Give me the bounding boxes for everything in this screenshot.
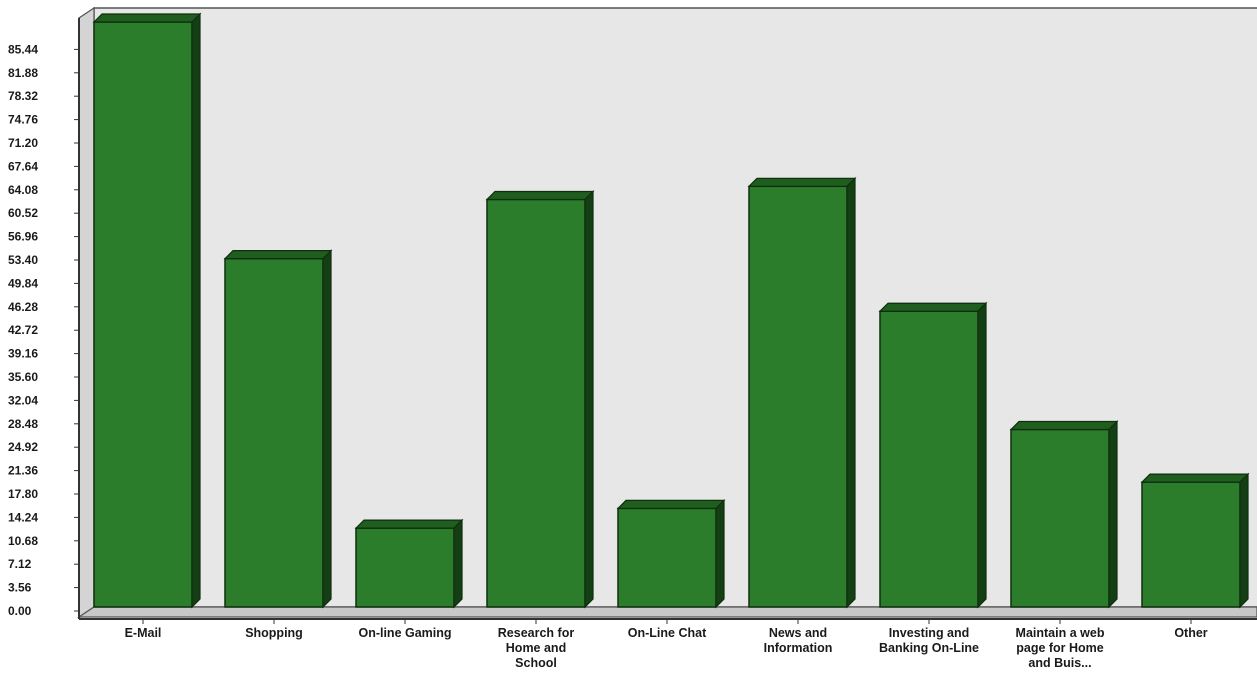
x-tick-label: News and Information (764, 626, 833, 655)
bar-top (1009, 420, 1119, 431)
bar (354, 518, 464, 609)
y-tick-label: 85.44 (8, 42, 38, 56)
plot-left-wall (78, 6, 95, 619)
bar (616, 498, 726, 609)
y-tick-label: 56.96 (8, 230, 38, 244)
bar-top (1140, 473, 1250, 483)
x-axis: E-Mail Shopping On-line Gaming Research for… (125, 619, 1208, 670)
y-tick-label: 3.56 (8, 581, 32, 595)
x-tick-label: On-Line Chat (628, 626, 707, 640)
y-tick-label: 14.24 (8, 510, 38, 524)
bar-top (92, 13, 202, 23)
y-tick-label: 81.88 (8, 66, 38, 80)
bar-face (224, 257, 324, 608)
bar-series (92, 12, 1250, 609)
bar-side (191, 12, 201, 609)
y-tick-label: 35.60 (8, 370, 38, 384)
bar-side (1108, 420, 1118, 609)
bar-face (1141, 481, 1241, 608)
y-tick-label: 24.92 (8, 440, 38, 454)
plot-floor (77, 606, 1257, 618)
bar (223, 249, 333, 609)
y-tick-label: 74.76 (8, 113, 38, 127)
y-tick-label: 49.84 (8, 276, 38, 290)
bar-face (1010, 428, 1110, 608)
y-tick-label: 67.64 (8, 159, 38, 173)
bar-side (584, 190, 594, 609)
bar (747, 176, 857, 609)
bar-face (617, 507, 717, 608)
y-tick-label: 17.80 (8, 487, 38, 501)
y-tick-label: 60.52 (8, 206, 38, 220)
y-tick-label: 71.20 (8, 136, 38, 150)
y-tick-label: 0.00 (8, 604, 32, 618)
bar-top (747, 177, 857, 187)
y-tick-label: 28.48 (8, 417, 38, 431)
bar-top (485, 190, 595, 201)
bar-face (879, 310, 979, 608)
bar-face (486, 198, 586, 608)
y-axis: 0.00 3.56 7.12 10.68 14.24 17.80 21.36 24.92 28.… (8, 42, 79, 618)
y-tick-label: 7.12 (8, 557, 32, 571)
bar-side (322, 249, 332, 609)
x-tick-label: On-line Gaming (358, 626, 451, 640)
bar (1009, 420, 1119, 609)
bar (1140, 472, 1250, 609)
y-tick-label: 78.32 (8, 89, 38, 103)
y-tick-label: 46.28 (8, 300, 38, 314)
y-tick-label: 53.40 (8, 253, 38, 267)
y-tick-label: 10.68 (8, 534, 38, 548)
x-tick-label: Research for Home and School (498, 626, 575, 670)
x-tick-label: E-Mail (125, 626, 162, 640)
bar-side (977, 301, 987, 609)
bar-top (354, 519, 464, 529)
y-tick-label: 64.08 (8, 183, 38, 197)
x-tick-label: Investing and Banking On-Line (879, 626, 979, 655)
y-tick-label: 39.16 (8, 347, 38, 361)
bar-side (1239, 472, 1249, 609)
bar (485, 190, 595, 609)
bar-side (846, 176, 856, 609)
y-tick-label: 42.72 (8, 323, 38, 337)
x-tick-label: Other (1174, 626, 1207, 640)
y-tick-label: 21.36 (8, 464, 38, 478)
bar-face (748, 185, 848, 608)
x-tick-label: Maintain a web page for Home and Buis... (1016, 626, 1105, 670)
bar-side (715, 498, 725, 609)
bar (92, 12, 202, 609)
bar-side (453, 518, 463, 609)
bar-top (616, 499, 726, 510)
bar-face (93, 21, 193, 608)
bar-top (223, 250, 333, 260)
bar-top (878, 302, 988, 312)
x-tick-label: Shopping (245, 626, 303, 640)
bar (878, 301, 988, 609)
bar-face (355, 527, 455, 608)
y-tick-label: 32.04 (8, 393, 38, 407)
